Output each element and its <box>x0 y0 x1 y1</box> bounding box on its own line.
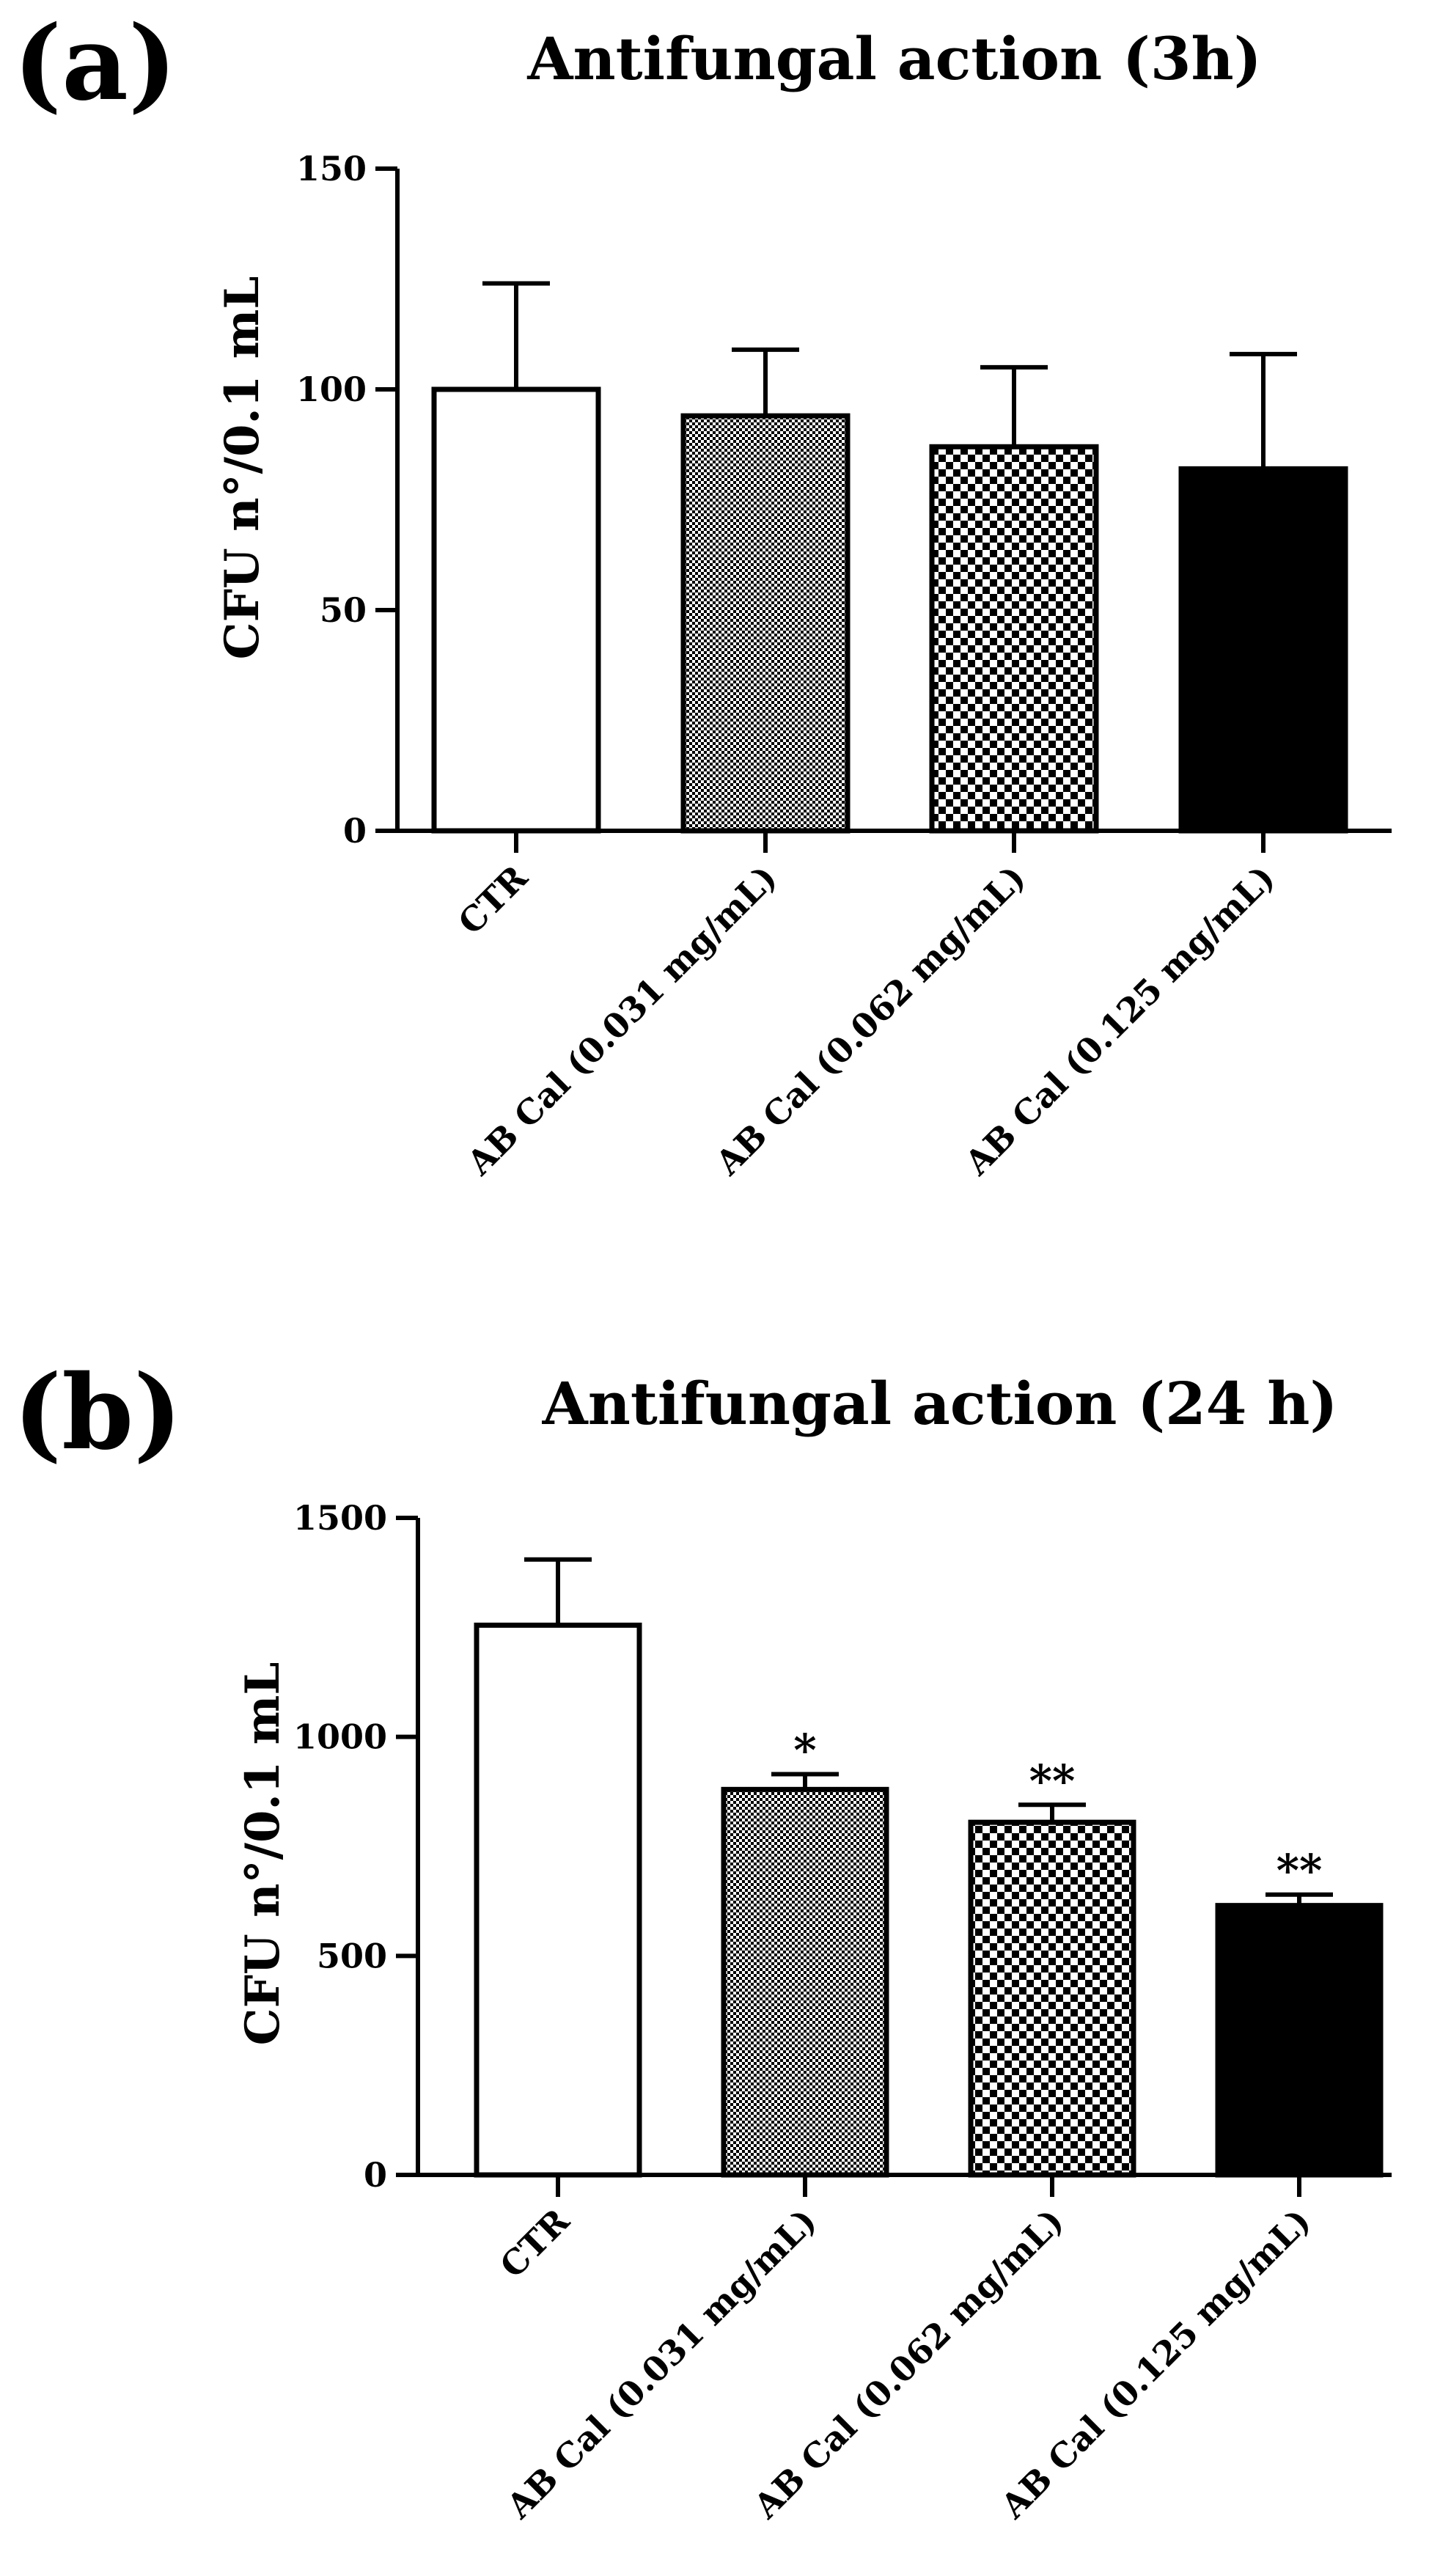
panel-b-bar <box>721 1786 889 2178</box>
panel-a-bar <box>929 444 1099 834</box>
panel-a-label: (a) <box>13 4 177 124</box>
panel-a-y-tick-label: 100 <box>296 370 367 409</box>
panel-b-y-tick-label: 1000 <box>293 1717 387 1757</box>
panel-b-y-tick-label: 0 <box>364 2155 387 2195</box>
panel-b-bar <box>474 1622 642 2178</box>
panel-b-category-label: CTR <box>492 2201 577 2286</box>
panel-b-bar <box>1215 1903 1384 2178</box>
panel-b-significance-marker: ** <box>1276 1846 1323 1897</box>
panel-a-bar <box>680 413 851 834</box>
panel-b-title: Antifungal action (24 h) <box>542 1369 1338 1438</box>
panel-a-y-tick-label: 0 <box>343 811 367 851</box>
panel-b-bar <box>968 1819 1136 2178</box>
panel-b-y-axis-label: CFU n°/0.1 mL <box>235 1662 290 2046</box>
panel-a: (a) Antifungal action (3h) CFU n°/0.1 mL… <box>13 4 1392 1183</box>
panel-b-significance-marker: ** <box>1029 1755 1076 1807</box>
panel-b-y-tick-label: 500 <box>317 1936 387 1975</box>
panel-b-significance-marker: * <box>793 1725 816 1776</box>
panel-b-label: (b) <box>13 1353 182 1473</box>
panel-a-bar <box>1178 466 1348 834</box>
panel-a-bar <box>431 386 601 834</box>
panel-b-y-tick-label: 1500 <box>293 1498 387 1538</box>
panel-b: (b) Antifungal action (24 h) CFU n°/0.1 … <box>13 1353 1392 2526</box>
panel-a-y-tick-label: 50 <box>320 590 367 630</box>
panel-a-title: Antifungal action (3h) <box>526 24 1261 93</box>
panel-a-y-tick-label: 150 <box>296 149 367 188</box>
panel-a-category-label: CTR <box>450 857 535 942</box>
panel-a-y-axis-label: CFU n°/0.1 mL <box>215 276 270 660</box>
